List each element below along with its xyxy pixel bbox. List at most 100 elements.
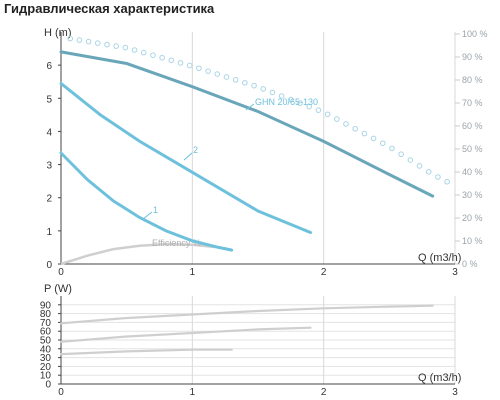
y-axis-title: H (m) [44, 27, 72, 39]
power-y-tick-label: 40 [40, 344, 52, 355]
efficiency-percent-point [214, 71, 221, 77]
efficiency-percent-point [94, 40, 101, 46]
efficiency-tick-label: 50 % [462, 144, 483, 154]
efficiency-percent-point [334, 116, 340, 122]
efficiency-percent-point [352, 125, 358, 132]
efficiency-percent-point [76, 37, 83, 43]
efficiency-percent-point [122, 44, 129, 51]
efficiency-curve [60, 242, 232, 266]
efficiency-percent-point [251, 82, 257, 89]
power-y-tick-label: 80 [40, 309, 52, 320]
curve-2-label: 2 [193, 145, 198, 155]
efficiency-percent-point [159, 54, 165, 61]
efficiency-tick-label: 60 % [462, 121, 483, 131]
efficiency-percent-point [196, 65, 202, 72]
power-y-tick-label: 60 [40, 327, 52, 338]
efficiency-tick-label: 0 % [462, 259, 478, 269]
efficiency-percent-point [343, 121, 349, 127]
efficiency-percent-point [297, 100, 303, 106]
power-curve-3 [59, 348, 233, 356]
power-y-tick-label: 70 [40, 318, 52, 329]
curve-1 [59, 151, 234, 252]
efficiency-tick-label: 80 % [462, 75, 483, 85]
efficiency-percent-point [223, 74, 230, 80]
curve-ghn [59, 50, 435, 198]
power-x-axis-title: Q (m3/h) [418, 372, 461, 384]
efficiency-percent-point [177, 60, 184, 66]
curve-ghn-leader [245, 103, 255, 111]
efficiency-tick-label: 10 % [462, 236, 483, 246]
efficiency-percent-point [416, 163, 423, 169]
efficiency-percent-point [398, 151, 404, 158]
efficiency-percent-point [269, 89, 276, 96]
power-x-tick-label: 0 [58, 387, 64, 398]
efficiency-percent-point [324, 111, 331, 118]
curve-1-leader [142, 211, 153, 220]
power-y-tick-label: 50 [40, 336, 52, 347]
power-curve-2 [59, 326, 312, 343]
efficiency-percent-point [168, 57, 175, 64]
efficiency-percent-point [389, 145, 395, 152]
y-tick-label: 0 [46, 260, 52, 271]
x-axis-title: Q (m3/h) [418, 252, 461, 264]
efficiency-percent-point [361, 130, 368, 137]
page-title: Гидравлическая характеристика [4, 1, 215, 16]
hydraulic-chart: 0 % 10 % 20 % 30 % 40 % 50 % 60 % 70 % 80 % 90 % 1… [44, 27, 488, 278]
efficiency-percent-point [379, 140, 386, 147]
x-tick-label: 3 [452, 267, 458, 278]
efficiency-percent-point [444, 178, 450, 185]
efficiency-percent-point [205, 68, 211, 74]
power-y-tick-label: 0 [45, 380, 51, 391]
efficiency-tick-label: 90 % [462, 52, 483, 62]
curve-2-leader [183, 152, 193, 161]
efficiency-percent-point [140, 49, 147, 56]
efficiency-percent-point [85, 38, 92, 45]
power-y-tick-label: 30 [40, 353, 52, 364]
efficiency-percent-point [232, 77, 239, 83]
efficiency-percent-point [150, 52, 156, 58]
y-tick-label: 2 [46, 194, 52, 205]
efficiency-percent-point [288, 96, 294, 103]
y-tick-label: 4 [46, 127, 52, 138]
x-tick-label: 2 [321, 267, 327, 278]
curve-1-label: 1 [153, 205, 158, 215]
x-tick-label: 1 [190, 267, 196, 278]
y-tick-label: 6 [46, 61, 52, 72]
efficiency-tick-label: 30 % [462, 190, 483, 200]
efficiency-percent-point [370, 135, 377, 142]
efficiency-percent-point [186, 62, 193, 69]
y-tick-label: 5 [46, 94, 52, 105]
efficiency-percent-point [131, 47, 138, 53]
y-tick-label: 3 [46, 161, 52, 172]
power-x-tick-label: 3 [452, 387, 458, 398]
power-x-tick-label: 2 [321, 387, 327, 398]
efficiency-tick-label: 70 % [462, 98, 483, 108]
power-curve-1 [59, 304, 434, 325]
efficiency-percent-point [242, 79, 248, 86]
x-tick-label: 0 [58, 267, 64, 278]
y-tick-label: 1 [46, 227, 52, 238]
efficiency-percent-point [278, 93, 285, 99]
efficiency-percent-point [104, 41, 110, 48]
efficiency-percent-point [306, 103, 313, 110]
efficiency-percent-point [425, 168, 432, 175]
power-y-tick-label: 90 [40, 300, 52, 311]
efficiency-percent-point [435, 174, 441, 180]
power-y-tick-label: 10 [40, 371, 52, 382]
efficiency-tick-label: 40 % [462, 167, 483, 177]
efficiency-percent-point [260, 86, 267, 92]
efficiency-percent-point [113, 43, 119, 49]
efficiency-percent-point [407, 157, 414, 163]
power-x-tick-label: 1 [190, 387, 196, 398]
power-y-axis-title: P (W) [44, 283, 72, 295]
curve-ghn-label: GHN 20/65-130 [255, 97, 318, 107]
efficiency-tick-label: 100 % [462, 29, 488, 39]
efficiency-label: Efficiency % [152, 238, 201, 248]
efficiency-percent-point [315, 107, 322, 113]
power-y-tick-label: 20 [40, 362, 52, 373]
efficiency-percent-point [67, 35, 73, 42]
curve-2 [59, 81, 312, 234]
efficiency-tick-label: 20 % [462, 213, 483, 223]
